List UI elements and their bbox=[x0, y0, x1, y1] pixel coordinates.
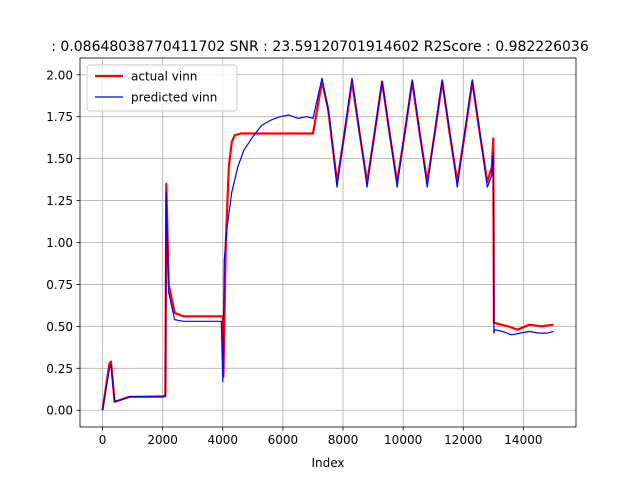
x-tick-label: 14000 bbox=[504, 433, 542, 447]
x-tick-label: 12000 bbox=[444, 433, 482, 447]
x-axis-label: Index bbox=[311, 456, 344, 470]
y-tick-label: 1.25 bbox=[46, 194, 73, 208]
x-tick-label: 10000 bbox=[384, 433, 422, 447]
y-tick-label: 0.25 bbox=[46, 362, 73, 376]
x-tick-label: 0 bbox=[99, 433, 107, 447]
axis-ticks: 0 2000 4000 6000 8000 10000 12000 14000 0.00 0.25… bbox=[46, 68, 542, 447]
x-tick-label: 6000 bbox=[268, 433, 299, 447]
legend-label-actual: actual vinn bbox=[131, 70, 197, 84]
x-tick-label: 2000 bbox=[147, 433, 178, 447]
y-tick-label: 1.00 bbox=[46, 236, 73, 250]
y-tick-label: 0.00 bbox=[46, 404, 73, 418]
legend-box bbox=[86, 64, 238, 112]
y-tick-label: 1.75 bbox=[46, 110, 73, 124]
legend: actual vinn predicted vinn bbox=[86, 64, 238, 112]
x-tick-label: 4000 bbox=[208, 433, 239, 447]
legend-label-predicted: predicted vinn bbox=[131, 91, 217, 105]
chart-title: : 0.08648038770411702 SNR : 23.591207019… bbox=[51, 39, 589, 55]
series-line-predicted bbox=[101, 77, 554, 411]
series-lines bbox=[101, 77, 554, 411]
y-tick-label: 0.75 bbox=[46, 278, 73, 292]
y-tick-label: 1.50 bbox=[46, 152, 73, 166]
y-tick-label: 2.00 bbox=[46, 68, 73, 82]
y-tick-label: 0.50 bbox=[46, 320, 73, 334]
x-tick-label: 8000 bbox=[328, 433, 359, 447]
